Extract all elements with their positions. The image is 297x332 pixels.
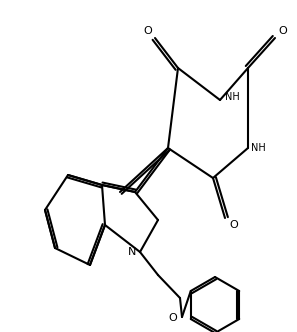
Text: NH: NH xyxy=(225,92,240,102)
Text: O: O xyxy=(143,26,152,36)
Text: O: O xyxy=(229,220,238,230)
Text: O: O xyxy=(278,26,287,36)
Text: O: O xyxy=(168,313,177,323)
Text: N: N xyxy=(128,247,136,257)
Text: NH: NH xyxy=(251,143,266,153)
